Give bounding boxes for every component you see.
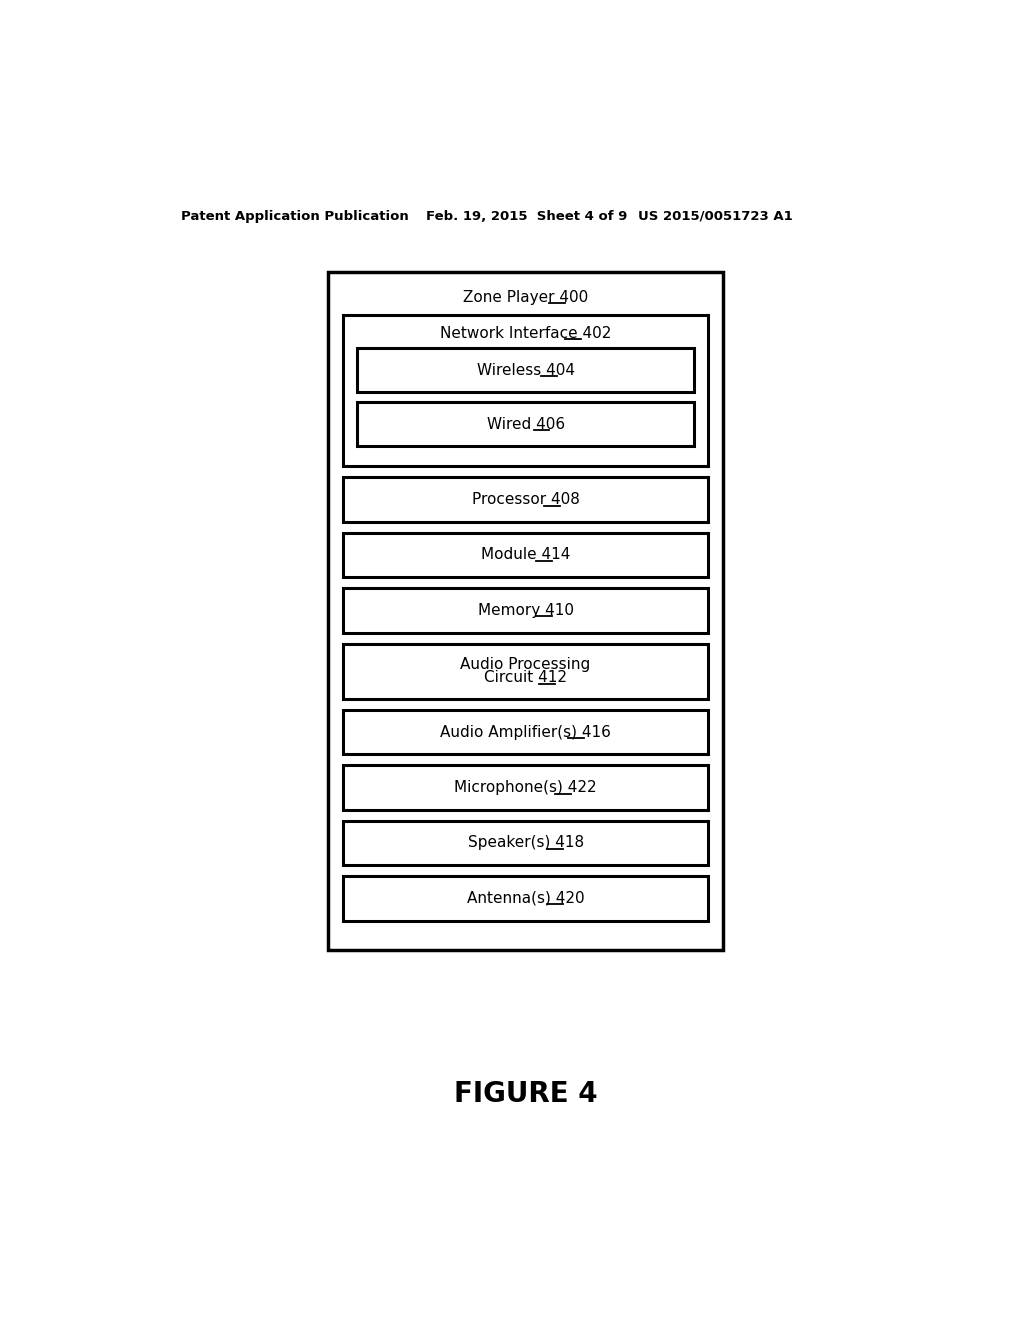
Text: Module 414: Module 414 xyxy=(481,548,570,562)
Bar xyxy=(357,401,693,446)
Bar xyxy=(343,821,708,866)
Text: Zone Player 400: Zone Player 400 xyxy=(463,289,588,305)
Bar xyxy=(343,876,708,921)
Bar xyxy=(343,315,708,466)
Text: Patent Application Publication: Patent Application Publication xyxy=(180,210,409,223)
Text: Network Interface 402: Network Interface 402 xyxy=(440,326,611,341)
Text: Wireless 404: Wireless 404 xyxy=(476,363,574,378)
Text: Processor 408: Processor 408 xyxy=(472,492,580,507)
Text: Speaker(s) 418: Speaker(s) 418 xyxy=(468,836,584,850)
Text: US 2015/0051723 A1: US 2015/0051723 A1 xyxy=(638,210,793,223)
Bar xyxy=(343,766,708,809)
Bar xyxy=(343,533,708,577)
Text: Audio Amplifier(s) 416: Audio Amplifier(s) 416 xyxy=(440,725,611,739)
Text: Antenna(s) 420: Antenna(s) 420 xyxy=(467,891,585,906)
Bar xyxy=(343,478,708,521)
Bar xyxy=(357,348,693,392)
Text: Feb. 19, 2015  Sheet 4 of 9: Feb. 19, 2015 Sheet 4 of 9 xyxy=(426,210,628,223)
Text: FIGURE 4: FIGURE 4 xyxy=(454,1080,597,1107)
Text: Microphone(s) 422: Microphone(s) 422 xyxy=(455,780,597,795)
Bar xyxy=(343,710,708,755)
Bar xyxy=(328,272,723,950)
Text: Audio Processing: Audio Processing xyxy=(461,657,591,672)
Text: Circuit 412: Circuit 412 xyxy=(484,671,567,685)
Text: Wired 406: Wired 406 xyxy=(486,417,564,432)
Bar xyxy=(343,589,708,632)
Bar xyxy=(343,644,708,700)
Text: Memory 410: Memory 410 xyxy=(477,603,573,618)
